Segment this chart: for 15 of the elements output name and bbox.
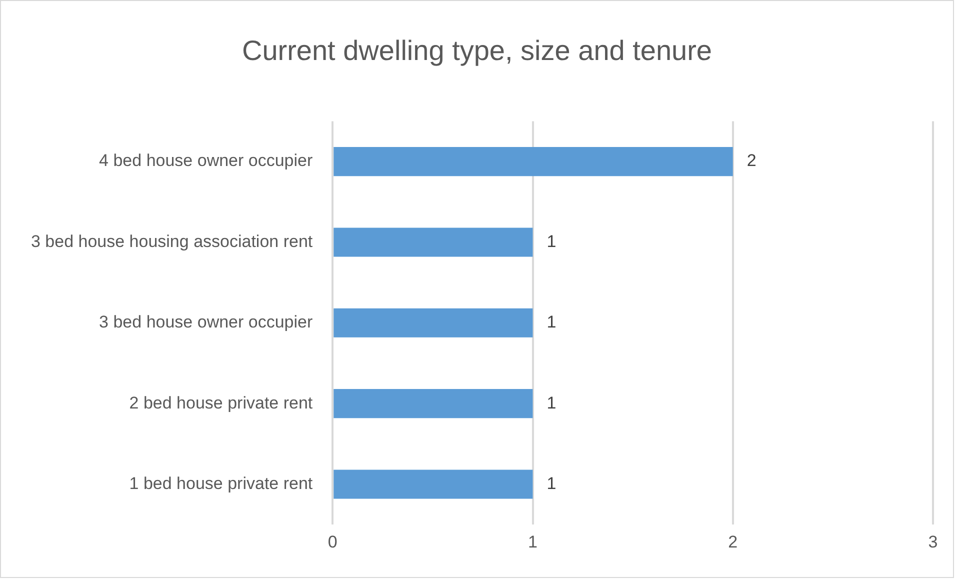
y-tick-label: 3 bed house housing association rent xyxy=(30,232,313,251)
y-tick-label: 1 bed house private rent xyxy=(129,474,313,493)
data-label: 2 xyxy=(746,151,756,170)
y-tick-label: 3 bed house owner occupier xyxy=(99,312,313,332)
x-tick-label: 2 xyxy=(728,532,738,552)
data-label: 1 xyxy=(546,232,556,251)
x-tick-label: 3 xyxy=(928,532,938,552)
data-label: 1 xyxy=(546,474,556,493)
y-tick-label: 2 bed house private rent xyxy=(129,393,313,412)
data-label: 1 xyxy=(546,393,556,412)
x-tick-label: 1 xyxy=(528,532,538,552)
y-tick-label: 4 bed house owner occupier xyxy=(99,151,313,170)
chart-title: Current dwelling type, size and tenure xyxy=(240,35,714,67)
x-tick-label: 0 xyxy=(328,532,338,552)
data-label: 1 xyxy=(546,312,556,332)
